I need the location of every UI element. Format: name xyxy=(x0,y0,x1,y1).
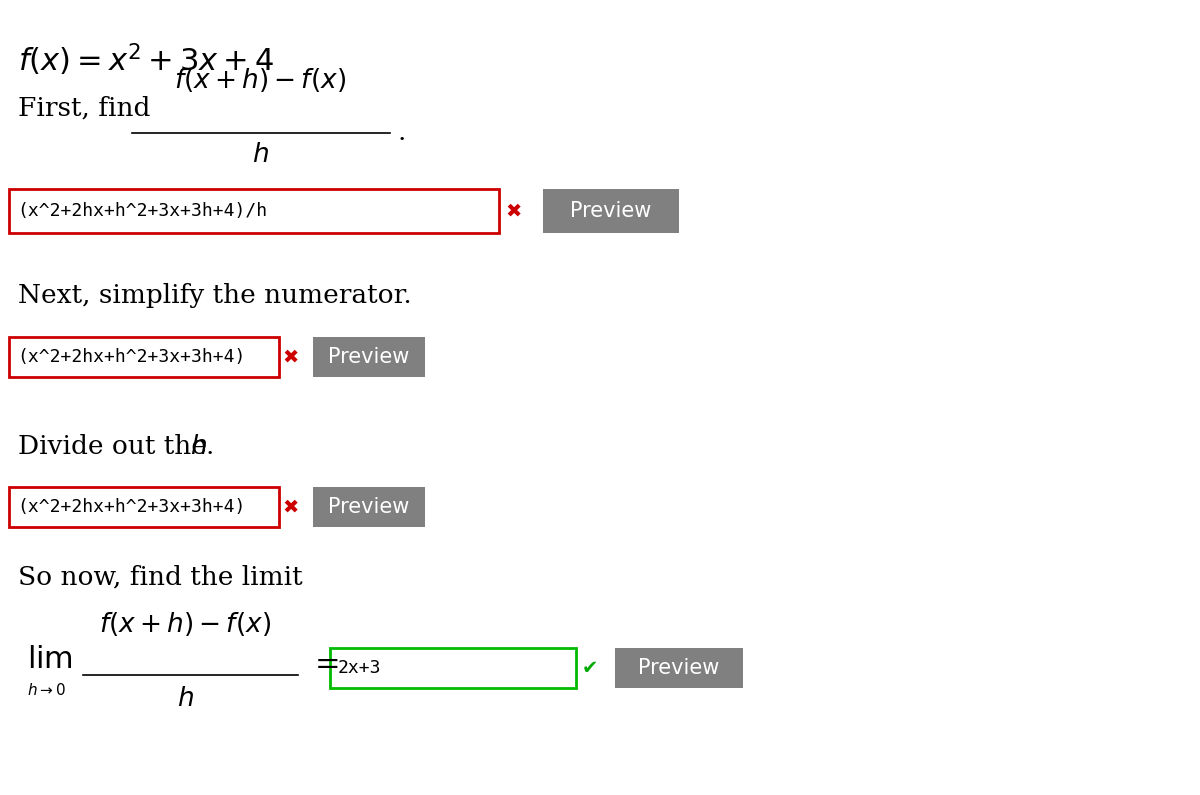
Text: Preview: Preview xyxy=(638,658,720,678)
Text: (x^2+2hx+h^2+3x+3h+4): (x^2+2hx+h^2+3x+3h+4) xyxy=(17,348,245,366)
Bar xyxy=(10,487,278,527)
Bar xyxy=(313,487,425,527)
Text: Preview: Preview xyxy=(570,201,652,221)
Text: Divide out the: Divide out the xyxy=(18,435,215,460)
Text: $\lim$: $\lim$ xyxy=(28,645,73,676)
Text: (x^2+2hx+h^2+3x+3h+4)/h: (x^2+2hx+h^2+3x+3h+4)/h xyxy=(17,202,268,220)
Text: $f(x + h) - f(x)$: $f(x + h) - f(x)$ xyxy=(174,66,346,94)
Text: Preview: Preview xyxy=(329,347,409,367)
Text: First, find: First, find xyxy=(18,95,150,121)
Text: =: = xyxy=(314,650,341,681)
Bar xyxy=(10,189,499,233)
Bar xyxy=(330,648,576,688)
Text: .: . xyxy=(397,121,406,145)
Text: $h$: $h$ xyxy=(176,686,193,711)
Bar xyxy=(616,648,743,688)
Text: $f(x) = x^2 + 3x + 4$: $f(x) = x^2 + 3x + 4$ xyxy=(18,42,274,79)
Text: ✖: ✖ xyxy=(283,498,299,517)
Text: $h\to 0$: $h\to 0$ xyxy=(28,682,66,698)
Text: So now, find the limit: So now, find the limit xyxy=(18,564,302,590)
Text: $f(x + h) - f(x)$: $f(x + h) - f(x)$ xyxy=(98,610,271,638)
Text: ✔: ✔ xyxy=(582,658,598,677)
Text: ✖: ✖ xyxy=(283,347,299,366)
Text: Preview: Preview xyxy=(329,497,409,517)
Text: 2x+3: 2x+3 xyxy=(338,659,382,677)
Bar xyxy=(10,337,278,377)
Bar xyxy=(313,337,425,377)
Text: ✖: ✖ xyxy=(506,201,522,220)
Text: .: . xyxy=(206,435,215,460)
Text: Next, simplify the numerator.: Next, simplify the numerator. xyxy=(18,282,412,308)
Text: $h$: $h$ xyxy=(190,435,206,460)
Text: (x^2+2hx+h^2+3x+3h+4): (x^2+2hx+h^2+3x+3h+4) xyxy=(17,498,245,516)
Text: $h$: $h$ xyxy=(252,142,269,167)
Bar xyxy=(542,189,679,233)
